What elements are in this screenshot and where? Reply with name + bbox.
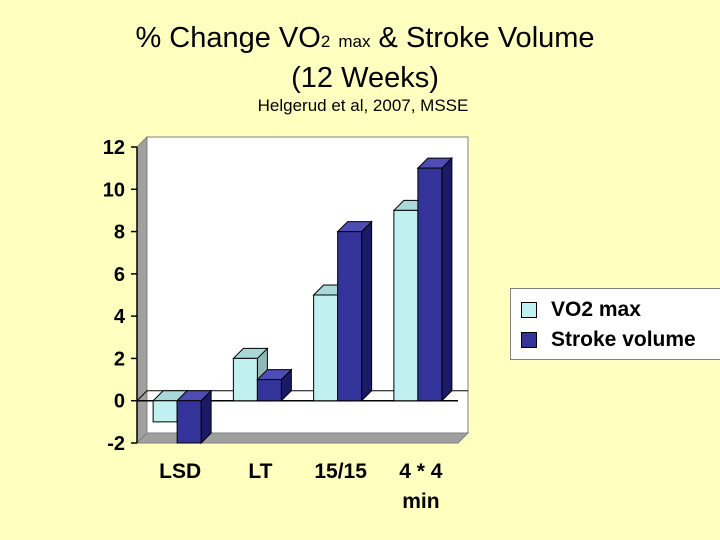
legend-swatch-vo2 bbox=[521, 302, 537, 318]
bar-stroke-volume-0 bbox=[175, 389, 213, 445]
y-tick-label: 12 bbox=[103, 137, 125, 159]
x-tick-label: LT bbox=[248, 460, 272, 483]
title-line-2: (12 Weeks) bbox=[291, 62, 439, 94]
y-tick-label: 2 bbox=[114, 348, 125, 370]
plot-side-wall bbox=[136, 135, 148, 445]
y-tick-label: 8 bbox=[114, 222, 125, 244]
zero-line-diagonal bbox=[136, 390, 148, 402]
y-tick-label: -2 bbox=[107, 433, 125, 455]
citation: Helgerud et al, 2007, MSSE bbox=[257, 96, 469, 115]
bar-stroke-volume-3 bbox=[416, 156, 454, 402]
slide-title: % Change VO2 max & Stroke Volume (12 Wee… bbox=[0, 20, 720, 96]
legend-item-vo2: VO2 max bbox=[521, 297, 641, 323]
bar-stroke-volume-1 bbox=[256, 368, 293, 402]
legend-label-stroke: Stroke volume bbox=[551, 328, 696, 351]
legend-item-stroke: Stroke volume bbox=[521, 327, 696, 353]
legend-label-vo2: VO2 max bbox=[551, 298, 641, 321]
title-text: % Change VO bbox=[135, 22, 321, 54]
x-tick-label: min bbox=[402, 490, 439, 513]
title-subscript-2: 2 bbox=[320, 32, 331, 51]
title-subscript-max: max bbox=[338, 32, 371, 51]
x-tick-label: 4 * 4 bbox=[399, 460, 443, 483]
title-text-rest: & Stroke Volume bbox=[378, 22, 595, 54]
x-tick-label: 15/15 bbox=[314, 460, 367, 483]
x-tick-label: LSD bbox=[159, 460, 201, 483]
y-tick-label: 6 bbox=[114, 264, 125, 286]
bar-stroke-volume-2 bbox=[336, 220, 373, 402]
y-tick-label: 0 bbox=[114, 391, 125, 413]
legend: VO2 max Stroke volume bbox=[510, 288, 720, 360]
plot-floor bbox=[135, 432, 470, 444]
y-tick-label: 4 bbox=[114, 306, 126, 328]
legend-swatch-stroke bbox=[521, 332, 537, 348]
y-tick-label: 10 bbox=[103, 179, 125, 201]
title-line-1: % Change VO2 max & Stroke Volume bbox=[0, 20, 720, 60]
